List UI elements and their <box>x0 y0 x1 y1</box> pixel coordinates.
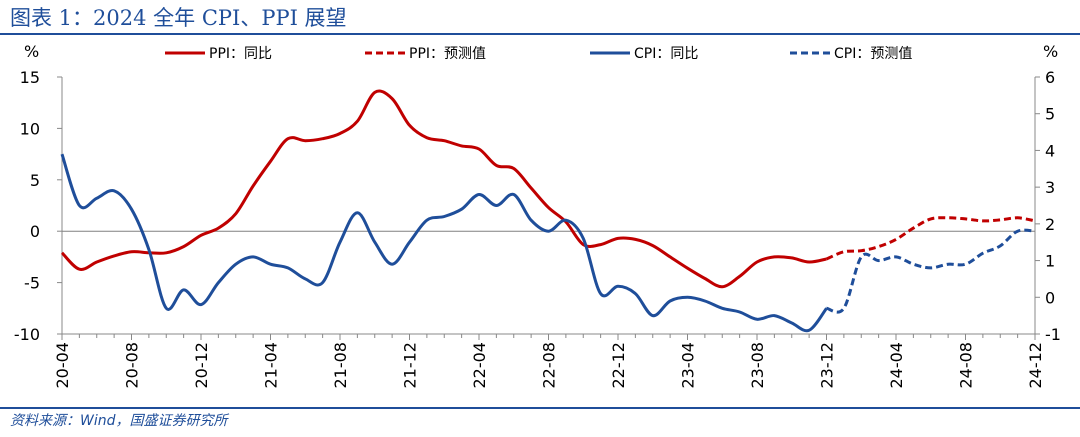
series-line-3 <box>826 228 1036 314</box>
left-tick-label: 15 <box>20 68 40 87</box>
legend-label-0: PPI：同比 <box>209 46 272 62</box>
series-lines <box>60 89 1036 333</box>
figure-title: 图表 1：2024 全年 CPI、PPI 展望 <box>10 6 347 30</box>
x-tick-label: 24-12 <box>1026 342 1045 389</box>
series-line-2 <box>60 153 828 333</box>
left-tick-label: 5 <box>30 171 40 190</box>
legend: PPI：同比 PPI：预测值 CPI：同比 CPI：预测值 <box>165 46 912 62</box>
x-tick-label: 22-12 <box>609 342 628 389</box>
series-line-1 <box>825 216 1036 261</box>
x-tick-label: 20-08 <box>123 342 142 389</box>
series-line-0 <box>60 89 827 289</box>
legend-label-1: PPI：预测值 <box>409 46 486 62</box>
x-tick-label: 21-12 <box>401 342 420 389</box>
left-tick-label: 10 <box>20 119 40 138</box>
x-tick-label: 22-04 <box>470 342 489 389</box>
x-tick-label: 23-04 <box>679 342 698 389</box>
x-tick-label: 22-08 <box>540 342 559 389</box>
legend-label-3: CPI：预测值 <box>834 46 912 62</box>
source-note: 资料来源：Wind，国盛证券研究所 <box>10 413 228 429</box>
title-divider <box>0 33 1080 35</box>
right-tick-label: 0 <box>1045 288 1055 307</box>
x-tick-label: 23-08 <box>748 342 767 389</box>
footer-divider <box>0 407 1080 409</box>
left-axis-unit: % <box>24 42 39 61</box>
right-tick-label: 1 <box>1045 252 1055 271</box>
x-tick-label: 21-04 <box>262 342 281 389</box>
x-tick-label: 24-04 <box>887 342 906 389</box>
left-tick-label: -10 <box>14 325 40 344</box>
right-axis-unit: % <box>1043 42 1058 61</box>
x-tick-label: 20-12 <box>192 342 211 389</box>
left-tick-label: 0 <box>30 222 40 241</box>
left-tick-label: -5 <box>24 274 40 293</box>
right-tick-label: 2 <box>1045 215 1055 234</box>
right-tick-label: 5 <box>1045 105 1055 124</box>
right-tick-label: 3 <box>1045 178 1055 197</box>
x-tick-label: 21-08 <box>331 342 350 389</box>
x-tick-label: 24-08 <box>957 342 976 389</box>
right-tick-label: -1 <box>1045 325 1061 344</box>
right-tick-label: 4 <box>1045 141 1055 160</box>
legend-label-2: CPI：同比 <box>634 46 698 62</box>
x-tick-label: 20-04 <box>53 342 72 389</box>
right-tick-label: 6 <box>1045 68 1055 87</box>
x-tick-label: 23-12 <box>818 342 837 389</box>
